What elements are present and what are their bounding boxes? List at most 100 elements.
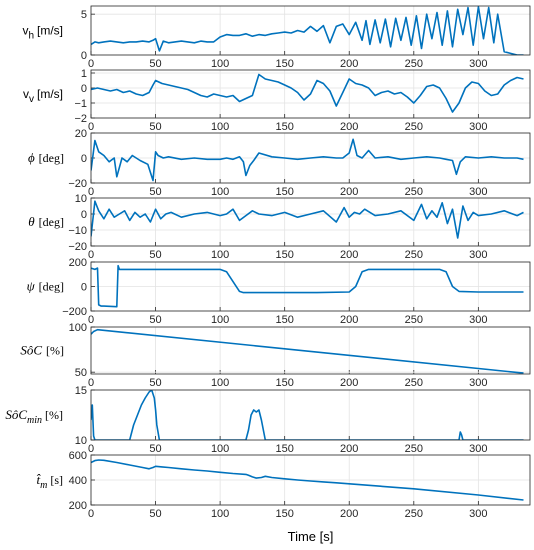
axes-frame [90, 5, 531, 56]
y-tick-label: 0 [81, 83, 87, 95]
x-tick-label: 0 [88, 121, 94, 133]
x-tick-label: 250 [405, 58, 423, 70]
y-tick-label: 10 [75, 435, 87, 447]
x-tick-label: 0 [88, 508, 94, 520]
y-axis-label-5: SôC [%] [20, 343, 64, 358]
x-tick-label: 200 [340, 186, 358, 198]
y-axis-label-7: t̂m [s] [36, 472, 63, 491]
y-tick-label: 15 [75, 385, 87, 397]
x-tick-label: 100 [211, 121, 229, 133]
x-tick-label: 250 [405, 443, 423, 455]
y-axis-label-3: θ [deg] [28, 214, 64, 229]
subplot-0: 0 50 100 150 200 250 300 0 5 [81, 5, 531, 70]
x-tick-label: 250 [405, 314, 423, 326]
x-tick-label: 200 [340, 377, 358, 389]
x-tick-label: 0 [88, 186, 94, 198]
y-tick-label: −10 [68, 225, 87, 237]
x-tick-label: 200 [340, 314, 358, 326]
series-line-1-0 [91, 73, 524, 113]
x-tick-label: 150 [275, 121, 293, 133]
y-tick-label: 0 [81, 209, 87, 221]
x-tick-label: 50 [149, 377, 161, 389]
y-tick-label: 0 [81, 282, 87, 294]
y-tick-label: 5 [81, 9, 87, 21]
series-line-4-0 [91, 264, 524, 308]
x-tick-label: 300 [469, 121, 487, 133]
x-tick-label: 50 [149, 314, 161, 326]
y-axis-label-0: vh [m/s] [22, 24, 63, 42]
axes-frame [90, 326, 531, 375]
x-tick-label: 50 [149, 249, 161, 261]
x-tick-label: 300 [469, 249, 487, 261]
x-tick-label: 200 [340, 58, 358, 70]
y-tick-label: 200 [69, 500, 87, 512]
y-tick-label: 400 [69, 475, 87, 487]
x-tick-label: 0 [88, 377, 94, 389]
x-tick-label: 100 [211, 186, 229, 198]
x-tick-label: 150 [275, 508, 293, 520]
subplot-6: 0 50 100 150 200 250 300 10 15 [75, 385, 531, 455]
x-tick-label: 100 [211, 508, 229, 520]
x-tick-label: 100 [211, 249, 229, 261]
x-tick-label: 100 [211, 377, 229, 389]
x-tick-label: 300 [469, 443, 487, 455]
x-tick-label: 100 [211, 58, 229, 70]
x-tick-label: 50 [149, 443, 161, 455]
x-tick-label: 150 [275, 186, 293, 198]
y-tick-label: −200 [62, 306, 87, 318]
x-tick-label: 50 [149, 186, 161, 198]
x-tick-label: 300 [469, 314, 487, 326]
x-tick-label: 50 [149, 121, 161, 133]
x-tick-label: 300 [469, 186, 487, 198]
y-axis-label-4: ψ [deg] [27, 279, 64, 294]
x-tick-label: 100 [211, 443, 229, 455]
y-axis-label-2: ϕ [deg] [28, 150, 64, 165]
y-tick-label: 1 [81, 68, 87, 80]
y-tick-label: −2 [74, 113, 87, 125]
subplot-7: 0 50 100 150 200 250 300 200 400 600 Time [s] [69, 450, 531, 544]
y-tick-label: 20 [75, 128, 87, 140]
series-line-0-0 [91, 6, 524, 55]
x-tick-label: 300 [469, 377, 487, 389]
x-tick-label: 150 [275, 249, 293, 261]
x-tick-label: 150 [275, 58, 293, 70]
x-tick-label: 50 [149, 508, 161, 520]
series-line-2-0 [91, 138, 524, 182]
x-tick-label: 150 [275, 377, 293, 389]
y-tick-label: 0 [81, 153, 87, 165]
x-tick-label: 300 [469, 58, 487, 70]
plot-area [91, 390, 530, 440]
x-tick-label: 50 [149, 58, 161, 70]
plot-area [91, 198, 530, 246]
y-tick-label: 600 [69, 450, 87, 462]
series-line-3-0 [91, 200, 524, 239]
axes-frame [90, 261, 531, 312]
x-tick-label: 200 [340, 121, 358, 133]
y-tick-label: 0 [81, 50, 87, 62]
y-axis-label-6: SôCmin [%] [5, 407, 63, 426]
x-tick-label: 0 [88, 443, 94, 455]
x-tick-label: 0 [88, 249, 94, 261]
x-tick-label: 250 [405, 186, 423, 198]
axes-frame [90, 69, 531, 119]
x-tick-label: 250 [405, 121, 423, 133]
x-tick-label: 0 [88, 58, 94, 70]
x-tick-label: 250 [405, 377, 423, 389]
x-tick-label: 0 [88, 314, 94, 326]
x-tick-label: 150 [275, 443, 293, 455]
series-line-7-0 [91, 459, 524, 501]
x-tick-label: 200 [340, 508, 358, 520]
y-tick-label: 10 [75, 193, 87, 205]
x-tick-label: 300 [469, 508, 487, 520]
series-line-5-0 [91, 328, 524, 374]
subplot-1: 0 50 100 150 200 250 300−2−101 [74, 68, 531, 133]
x-tick-label: 150 [275, 314, 293, 326]
axes-frame [90, 389, 531, 441]
axes-frame [90, 454, 531, 506]
y-tick-label: 50 [75, 367, 87, 379]
